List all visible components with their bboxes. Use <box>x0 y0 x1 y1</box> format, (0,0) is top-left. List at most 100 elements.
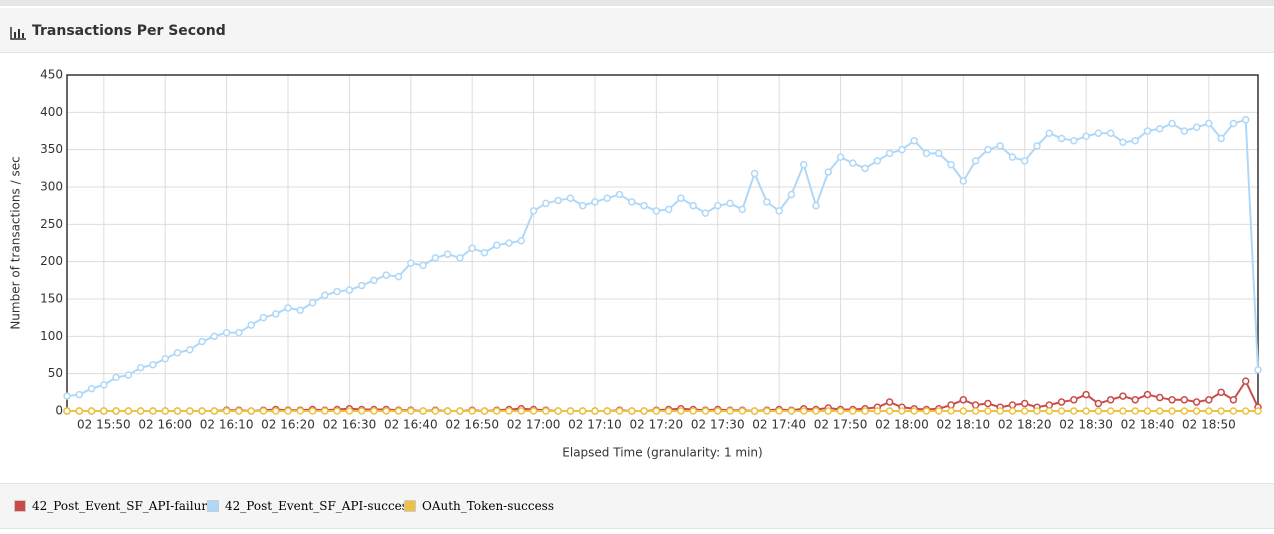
data-point <box>738 205 747 214</box>
data-point <box>1205 396 1213 404</box>
legend-item[interactable]: 42_Post_Event_SF_API-failure <box>14 499 214 513</box>
data-point <box>787 190 796 199</box>
data-point <box>468 244 476 252</box>
data-point <box>1131 136 1139 145</box>
data-point <box>1192 398 1201 406</box>
data-point <box>161 354 169 363</box>
data-point <box>1192 407 1201 415</box>
x-tick-label: 02 18:50 <box>1182 418 1236 432</box>
data-point <box>1082 407 1090 415</box>
data-point <box>456 407 464 415</box>
data-point <box>136 407 145 415</box>
legend-label: OAuth_Token-success <box>422 499 554 513</box>
data-point <box>1192 123 1201 132</box>
data-point <box>1020 407 1029 415</box>
data-point <box>222 407 231 415</box>
data-point <box>247 321 255 329</box>
data-point <box>750 407 759 415</box>
data-point <box>1070 407 1078 415</box>
data-point <box>947 401 955 409</box>
data-point <box>345 286 354 294</box>
data-point <box>1168 407 1176 415</box>
data-point <box>738 407 747 415</box>
data-point <box>1094 129 1103 137</box>
data-point <box>1131 407 1139 415</box>
data-point <box>431 254 440 262</box>
data-point <box>1082 390 1090 399</box>
data-point <box>689 201 697 210</box>
x-tick-label: 02 17:40 <box>752 418 806 432</box>
data-point <box>947 407 955 415</box>
data-point <box>517 237 526 245</box>
data-point <box>812 201 820 210</box>
data-point <box>885 398 894 406</box>
data-point <box>652 407 661 415</box>
y-axis-title: Number of transactions / sec <box>9 156 23 329</box>
y-tick-label: 300 <box>40 180 63 194</box>
x-tick-label: 02 18:30 <box>1059 418 1113 432</box>
data-point <box>1156 393 1164 402</box>
data-point <box>357 281 366 290</box>
x-tick-label: 02 18:00 <box>875 418 929 432</box>
y-tick-label: 150 <box>40 292 63 306</box>
x-tick-label: 02 16:20 <box>261 418 315 432</box>
data-point <box>971 401 980 409</box>
legend-swatch <box>14 500 26 512</box>
data-point <box>873 157 882 165</box>
legend-swatch <box>404 500 416 512</box>
data-point <box>910 407 918 415</box>
y-tick-label: 50 <box>48 366 63 380</box>
data-point <box>603 407 611 415</box>
data-point <box>1180 396 1189 404</box>
x-tick-label: 02 16:40 <box>384 418 438 432</box>
data-point <box>492 241 501 249</box>
data-point <box>701 209 710 217</box>
panel-title: Transactions Per Second <box>32 23 226 39</box>
data-point <box>1156 125 1164 133</box>
data-point <box>1131 396 1139 404</box>
data-point <box>898 145 906 154</box>
data-point <box>922 149 931 158</box>
top-bar <box>0 0 1274 6</box>
data-point <box>1008 401 1017 409</box>
data-point <box>566 194 575 202</box>
data-point <box>959 407 968 415</box>
legend-item[interactable]: 42_Post_Event_SF_API-success <box>207 499 414 513</box>
data-point <box>652 207 661 215</box>
data-point <box>247 407 255 415</box>
x-tick-label: 02 15:50 <box>77 418 131 432</box>
data-point <box>1106 129 1115 137</box>
data-point <box>284 407 292 415</box>
legend-item[interactable]: OAuth_Token-success <box>404 499 554 513</box>
data-point <box>1143 407 1152 415</box>
legend: 42_Post_Event_SF_API-failure 42_Post_Even… <box>0 483 1274 529</box>
data-point <box>1045 401 1054 409</box>
data-point <box>419 261 427 270</box>
data-point <box>836 407 845 415</box>
data-point <box>763 407 771 415</box>
data-point <box>1020 157 1029 165</box>
data-point <box>63 407 71 415</box>
data-point <box>1254 407 1262 415</box>
data-point <box>861 407 869 415</box>
data-point <box>1106 396 1115 404</box>
data-point <box>112 407 120 415</box>
data-point <box>836 153 845 161</box>
data-point <box>210 332 219 341</box>
data-point <box>382 407 390 415</box>
data-point <box>542 199 550 208</box>
x-tick-label: 02 17:10 <box>568 418 622 432</box>
data-point <box>664 407 673 415</box>
data-point <box>480 248 489 257</box>
data-point <box>394 272 403 281</box>
data-point <box>480 407 489 415</box>
x-axis-title: Elapsed Time (granularity: 1 min) <box>562 446 762 460</box>
data-point <box>578 201 587 210</box>
data-point <box>554 196 562 205</box>
data-point <box>664 205 673 214</box>
data-point <box>75 390 84 399</box>
data-point <box>1045 407 1054 415</box>
data-point <box>615 407 624 415</box>
data-point <box>394 407 403 415</box>
x-tick-label: 02 18:20 <box>998 418 1052 432</box>
